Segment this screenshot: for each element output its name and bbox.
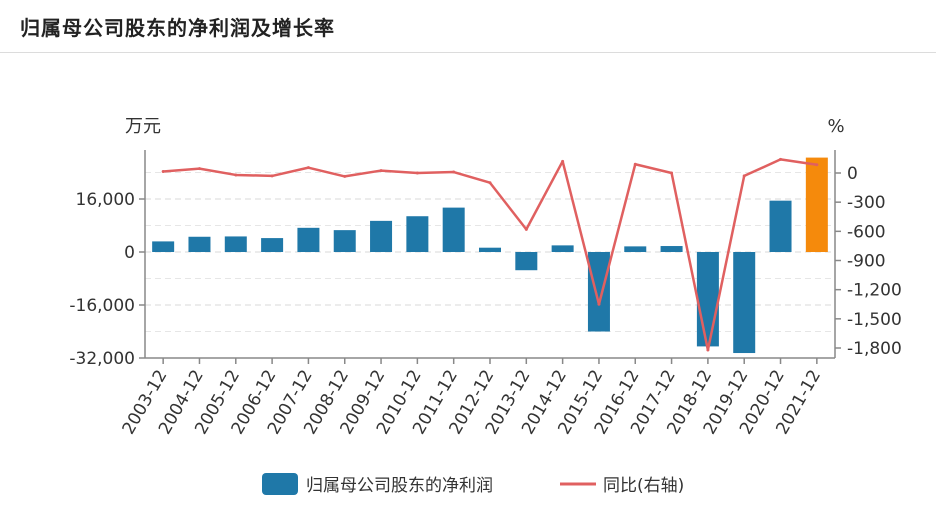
growth-point-2016-12[interactable] [633,162,637,166]
bar-2021-12[interactable] [805,157,828,252]
growth-point-2013-12[interactable] [524,227,528,231]
growth-point-2012-12[interactable] [488,181,492,185]
axes: -32,000 -16,000 0 16,000 -1,800 -1,500 -1,200 -… [69,116,901,438]
bar-2013-12[interactable] [515,252,538,271]
legend-label-line[interactable]: 同比(右轴) [603,476,684,496]
legend-swatch-bar[interactable] [262,473,298,495]
growth-point-2007-12[interactable] [306,166,310,170]
bar-2011-12[interactable] [442,207,465,252]
bar-2006-12[interactable] [261,238,284,252]
bar-2016-12[interactable] [624,246,647,252]
right-tick-label: -300 [847,193,886,213]
right-tick-label: -1,200 [847,281,902,301]
growth-point-2006-12[interactable] [270,174,274,178]
bar-2017-12[interactable] [660,246,683,252]
bar-2018-12[interactable] [696,252,719,347]
right-tick-label: -600 [847,222,886,242]
growth-point-2021-12[interactable] [815,163,819,167]
bar-2010-12[interactable] [406,216,429,252]
growth-line [161,157,819,352]
growth-point-2017-12[interactable] [670,171,674,175]
growth-point-2009-12[interactable] [379,169,383,173]
growth-point-2020-12[interactable] [779,157,783,161]
bar-2007-12[interactable] [297,227,320,252]
right-tick-label: -900 [847,252,886,272]
bars [152,157,828,354]
growth-point-2003-12[interactable] [161,170,165,174]
growth-point-2018-12[interactable] [706,348,710,352]
legend[interactable]: 归属母公司股东的净利润 同比(右轴) [262,473,684,496]
growth-point-2004-12[interactable] [197,167,201,171]
left-tick-label: -32,000 [69,349,135,369]
bar-2012-12[interactable] [479,247,501,252]
growth-point-2015-12[interactable] [597,302,601,306]
bar-2003-12[interactable] [152,241,175,252]
bar-2005-12[interactable] [224,236,247,252]
grid-lines [145,172,835,359]
bar-2008-12[interactable] [333,230,356,252]
growth-point-2019-12[interactable] [742,174,746,178]
growth-point-2008-12[interactable] [343,174,347,178]
left-axis-unit: 万元 [125,116,161,137]
left-tick-label: -16,000 [69,296,135,316]
right-tick-label: -1,500 [847,310,902,330]
chart-title: 归属母公司股东的净利润及增长率 [20,16,335,40]
bar-2004-12[interactable] [188,236,211,252]
bar-2014-12[interactable] [551,245,574,252]
growth-point-2010-12[interactable] [415,171,419,175]
growth-point-2005-12[interactable] [234,173,238,177]
bar-2015-12[interactable] [587,252,610,332]
legend-label-bar[interactable]: 归属母公司股东的净利润 [306,476,493,496]
bar-2019-12[interactable] [733,252,756,354]
chart-header: 归属母公司股东的净利润及增长率 [0,0,936,53]
right-tick-label: -1,800 [847,339,902,359]
growth-point-2011-12[interactable] [452,170,456,174]
bar-2020-12[interactable] [769,200,792,252]
bar-2009-12[interactable] [370,220,393,252]
left-tick-label: 0 [124,243,135,263]
right-axis-unit: % [827,116,844,137]
left-tick-label: 16,000 [76,190,135,210]
growth-point-2014-12[interactable] [561,159,565,163]
right-tick-label: 0 [847,164,858,184]
